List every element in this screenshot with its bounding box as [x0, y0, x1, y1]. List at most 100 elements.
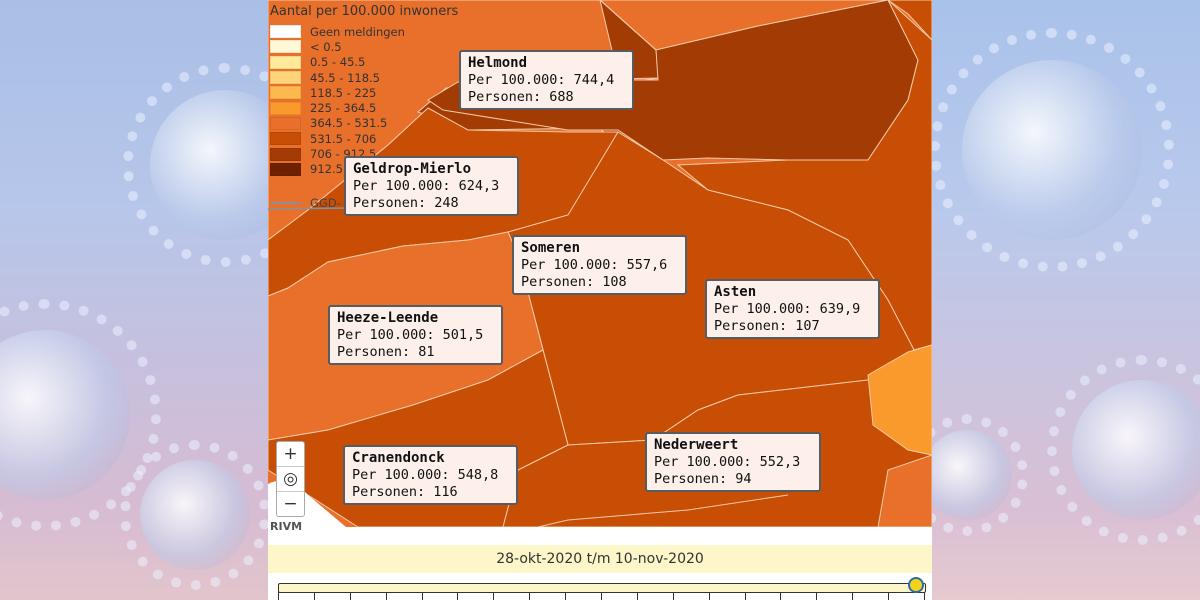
timeline-tick: [565, 592, 567, 600]
legend-item: 225 - 364.5: [270, 100, 470, 115]
legend-label: 531.5 - 706: [310, 131, 377, 146]
timeline-tick: [816, 592, 818, 600]
timeline-tick: [385, 592, 387, 600]
popup-name: Geldrop-Mierlo: [353, 161, 472, 177]
popup-name: Helmond: [468, 55, 528, 71]
region-south-east[interactable]: [877, 454, 932, 527]
timeline-tick: [457, 592, 459, 600]
timeline-tick: [636, 592, 638, 600]
virus-decoration-icon: [120, 440, 268, 590]
popup-name: Cranendonck: [352, 450, 445, 466]
legend-item: 912.5: [270, 162, 470, 177]
zoom-in-button[interactable]: +: [277, 442, 304, 467]
timeline-tick: [349, 592, 351, 600]
timeline-tick: [493, 592, 495, 600]
legend-label: 364.5 - 531.5: [310, 116, 388, 131]
popup-personen: Personen: 108: [521, 274, 627, 290]
timeline-tick: [601, 592, 602, 600]
popup-per100k: Per 100.000: 552,3: [654, 454, 801, 470]
timeline-tick: [421, 592, 423, 600]
timeline-tick: [313, 592, 315, 600]
timeline-slider-handle[interactable]: [908, 577, 924, 593]
timeline-ticks: [278, 592, 925, 600]
popup-nederweert: Nederweert Per 100.000: 552,3 Personen: …: [645, 432, 821, 492]
legend-list: Geen meldingen < 0.5 0.5 - 45.5 45.5 - 118.…: [270, 24, 470, 177]
timeline-tick: [672, 592, 674, 600]
legend-label: 118.5 - 225: [310, 85, 377, 100]
legend-swatch: [270, 162, 301, 176]
popup-someren: Someren Per 100.000: 557,6 Personen: 108: [512, 235, 687, 295]
map-widget: Aantal per 100.000 inwoners Geen melding…: [268, 0, 932, 600]
legend-swatch: [270, 116, 301, 130]
popup-per100k: Per 100.000: 624,3: [353, 178, 500, 194]
popup-heeze-leende: Heeze-Leende Per 100.000: 501,5 Personen…: [328, 305, 503, 365]
legend-swatch: [270, 86, 301, 100]
legend-item: Geen meldingen: [270, 24, 470, 39]
timeline-slider-track[interactable]: [278, 583, 926, 593]
popup-personen: Personen: 688: [468, 89, 574, 105]
timeline-tick: [744, 592, 746, 600]
popup-helmond: Helmond Per 100.000: 744,4 Personen: 688: [459, 50, 634, 110]
legend-label: 225 - 364.5: [310, 101, 377, 116]
legend-label: < 0.5: [310, 39, 342, 54]
popup-name: Someren: [521, 240, 581, 256]
legend-ggd-boundary: GGD-: [270, 196, 470, 210]
popup-personen: Personen: 81: [337, 344, 435, 360]
region-border: [537, 494, 789, 527]
map-legend: Aantal per 100.000 inwoners Geen melding…: [270, 4, 470, 210]
popup-name: Nederweert: [654, 437, 739, 453]
legend-title: Aantal per 100.000 inwoners: [270, 4, 459, 19]
popup-name: Heeze-Leende: [337, 310, 439, 326]
legend-item: 45.5 - 118.5: [270, 70, 470, 85]
popup-per100k: Per 100.000: 639,9: [714, 301, 861, 317]
popup-per100k: Per 100.000: 557,6: [521, 257, 668, 273]
legend-label: 912.5: [310, 162, 343, 177]
legend-label: Geen meldingen: [310, 24, 405, 39]
map-zoom-controls: + ◎ −: [276, 441, 305, 517]
legend-item: < 0.5: [270, 39, 470, 54]
boundary-line-icon: [270, 201, 301, 204]
timeline-tick: [852, 592, 854, 600]
timeline-tick: [708, 592, 710, 600]
legend-item: 0.5 - 45.5: [270, 55, 470, 70]
timeline-tick: [924, 592, 925, 600]
background-right: [932, 0, 1200, 600]
popup-per100k: Per 100.000: 548,8: [352, 467, 499, 483]
legend-label: 0.5 - 45.5: [310, 55, 366, 70]
popup-personen: Personen: 94: [654, 471, 752, 487]
legend-swatch: [270, 25, 301, 39]
popup-personen: Personen: 107: [714, 318, 820, 334]
popup-per100k: Per 100.000: 744,4: [468, 72, 615, 88]
locate-button[interactable]: ◎: [277, 467, 304, 492]
legend-swatch: [270, 71, 301, 85]
region-east-orange[interactable]: [867, 344, 932, 456]
legend-swatch: [270, 132, 301, 146]
timeline-tick: [780, 592, 782, 600]
region-north-east[interactable]: [887, 0, 932, 41]
popup-geldrop-mierlo: Geldrop-Mierlo Per 100.000: 624,3 Person…: [344, 156, 519, 216]
legend-label: 45.5 - 118.5: [310, 70, 380, 85]
virus-decoration-icon: [932, 413, 1029, 537]
virus-decoration-icon: [1046, 354, 1200, 546]
popup-personen: Personen: 248: [353, 195, 459, 211]
popup-cranendonck: Cranendonck Per 100.000: 548,8 Personen:…: [343, 445, 518, 505]
legend-item: 706 - 912.5: [270, 146, 470, 161]
date-range-label: 28-okt-2020 t/m 10-nov-2020: [268, 545, 932, 573]
popup-per100k: Per 100.000: 501,5: [337, 327, 484, 343]
legend-item: 118.5 - 225: [270, 85, 470, 100]
map-attribution: RIVM: [270, 520, 303, 533]
legend-item: 531.5 - 706: [270, 131, 470, 146]
choropleth-map[interactable]: Aantal per 100.000 inwoners Geen melding…: [268, 0, 932, 527]
background-left: [0, 0, 268, 600]
legend-swatch: [270, 101, 301, 115]
virus-decoration-icon: [932, 27, 1175, 273]
timeline-tick: [888, 592, 890, 600]
legend-swatch: [270, 55, 301, 69]
popup-asten: Asten Per 100.000: 639,9 Personen: 107: [705, 279, 880, 339]
timeline-tick: [278, 592, 279, 600]
legend-boundary-label: GGD-: [310, 195, 341, 210]
virus-decoration-icon: [0, 299, 161, 531]
zoom-out-button[interactable]: −: [283, 494, 298, 514]
legend-swatch: [270, 147, 301, 161]
timeline-tick: [529, 592, 531, 600]
